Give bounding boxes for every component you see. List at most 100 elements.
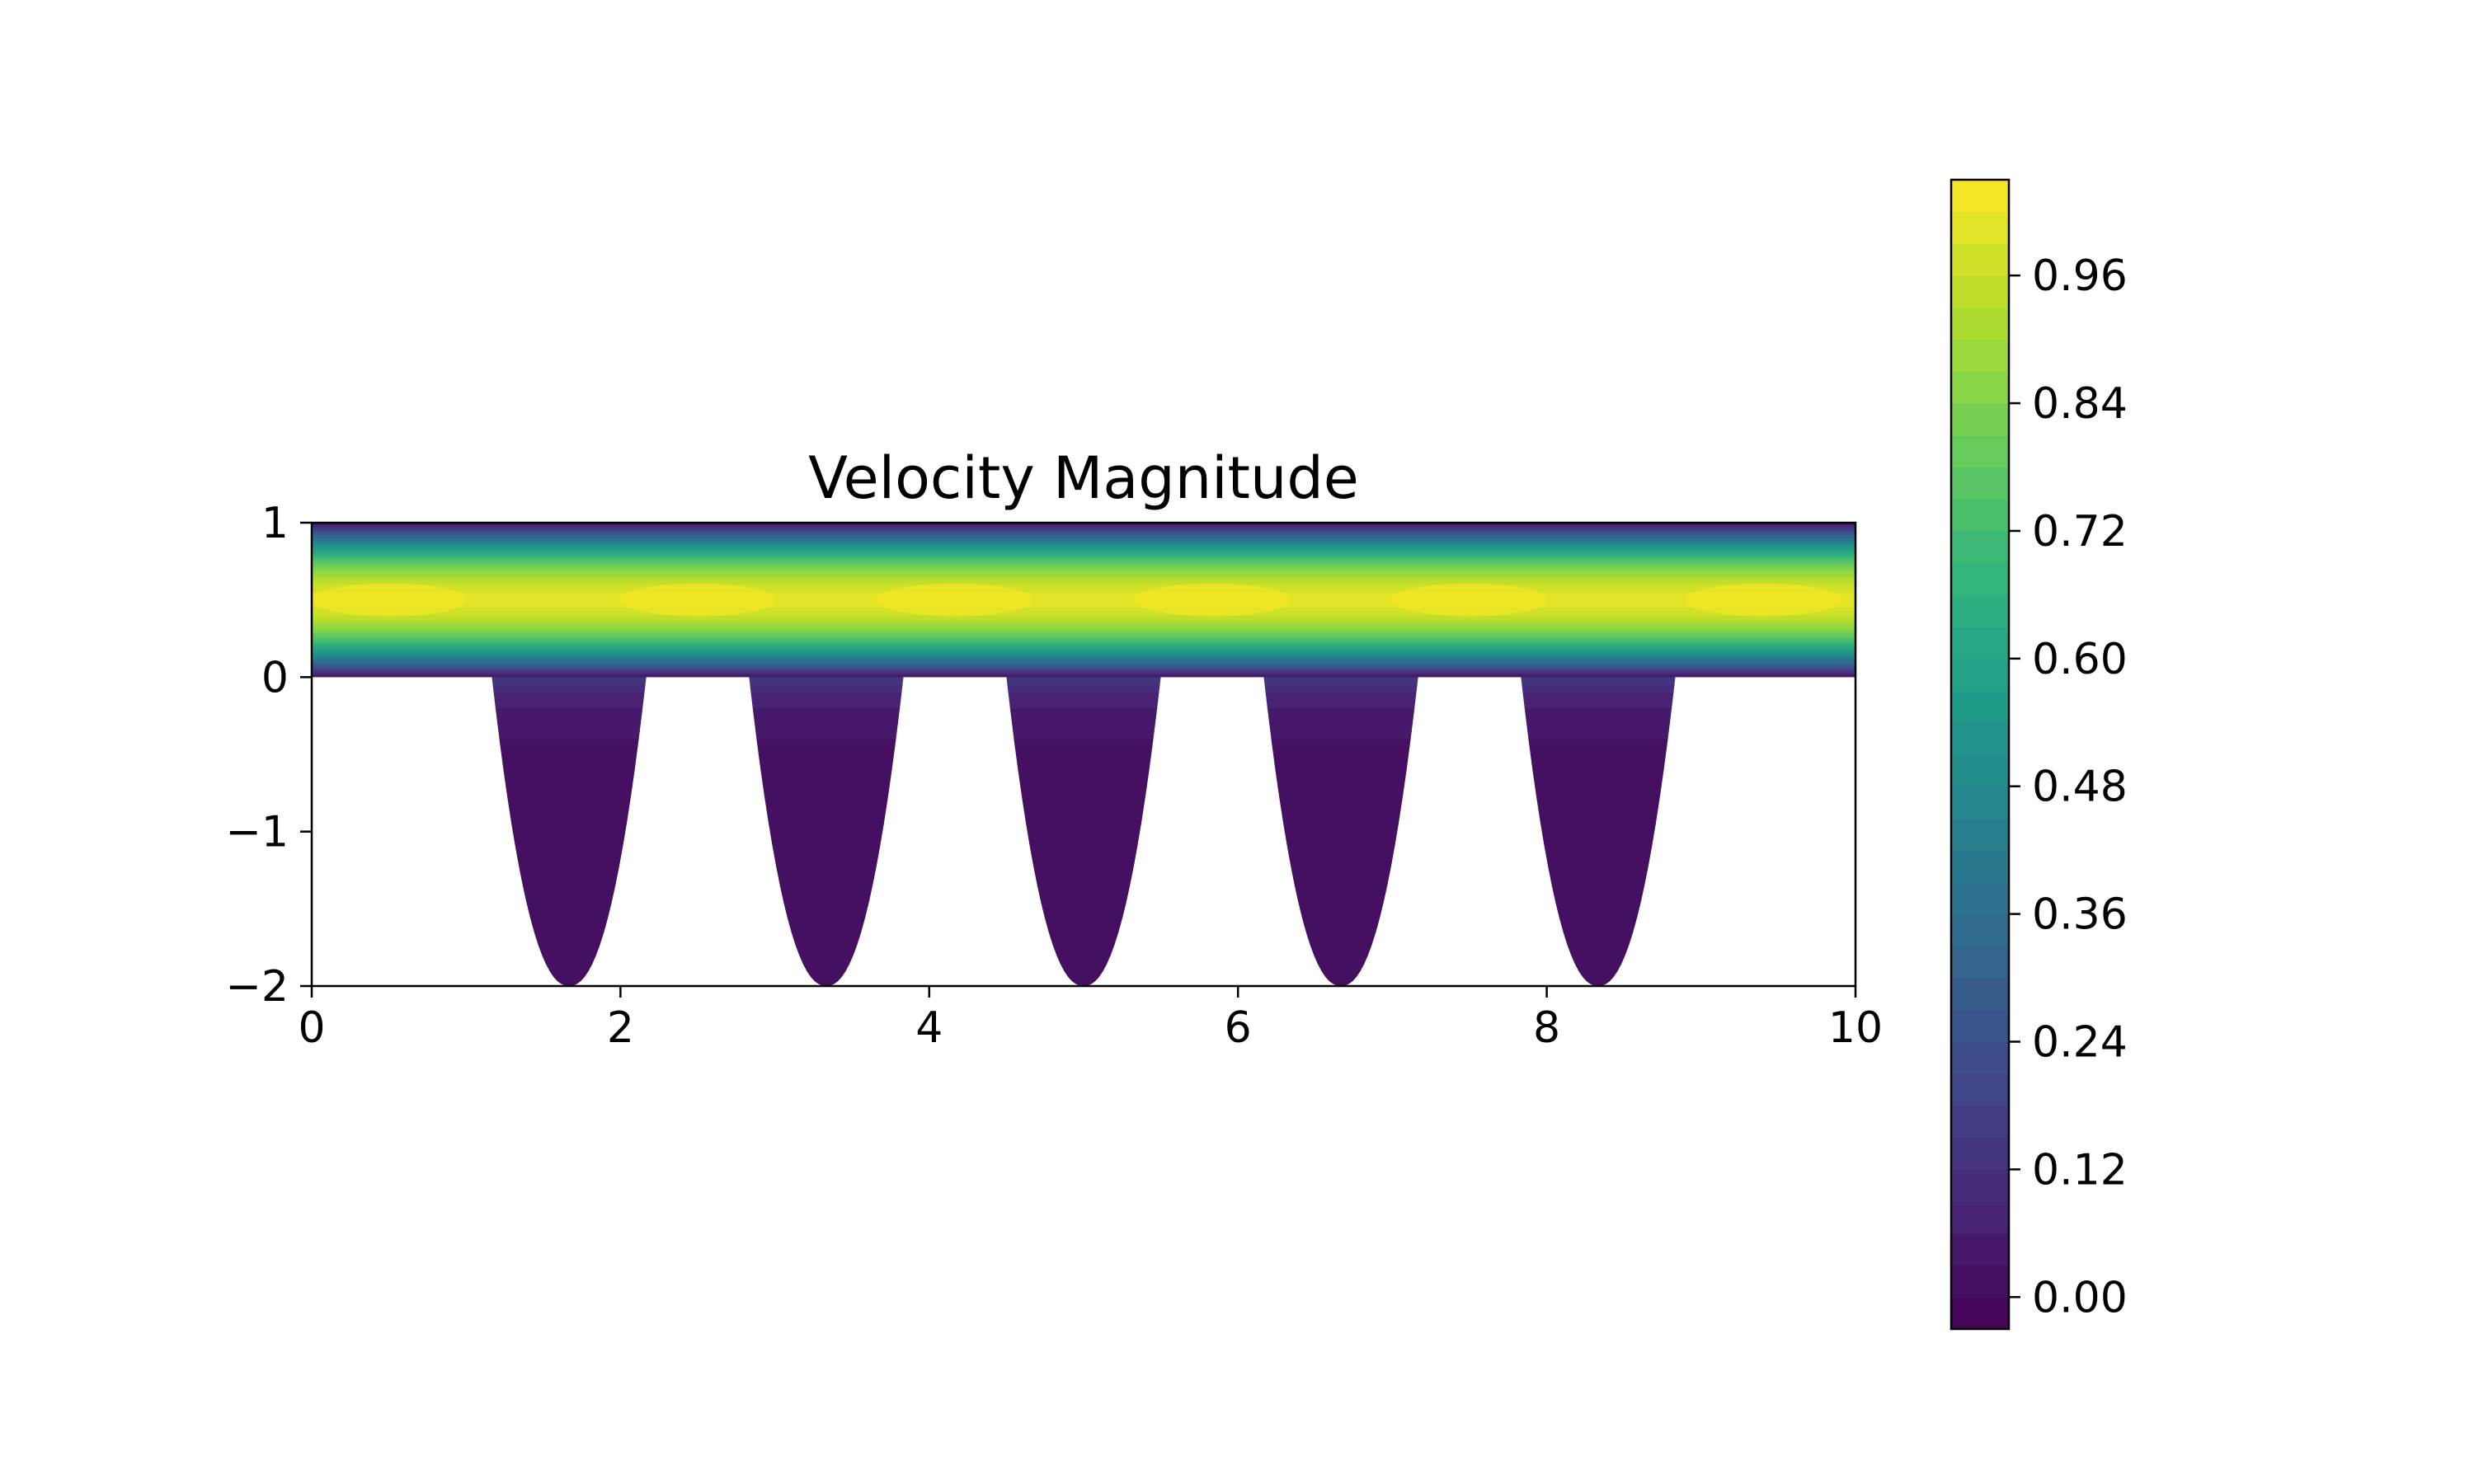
field-band [312,551,1856,555]
colorbar-tick-label: 0.00 [2032,1273,2128,1322]
field-band [312,579,1856,583]
colorbar-band [1951,690,2009,724]
field-band [312,608,1856,611]
field-band [312,815,1856,825]
colorbar-band [1951,403,2009,436]
colorbar-tick-label: 0.48 [2032,763,2128,812]
field-band [312,674,1856,679]
field-band [312,548,1856,552]
field-band [312,978,1856,986]
colorbar-tick-label: 0.72 [2032,507,2128,556]
field-highlight [1133,583,1291,617]
field-band [312,566,1856,570]
field-band [312,648,1856,652]
field-band [312,620,1856,624]
field-band [312,633,1856,637]
field-band [312,970,1856,979]
colorbar-band [1951,467,2009,500]
field-band [312,664,1856,668]
field-band [312,808,1856,817]
colorbar-band [1951,307,2009,340]
field-band [312,571,1856,575]
x-axis: 0 2 4 6 8 10 [298,986,1883,1053]
field-band [312,625,1856,629]
field-band [312,669,1856,673]
y-tick-label: −2 [225,962,289,1012]
field-band [312,610,1856,614]
field-band [312,556,1856,560]
field-band [312,530,1856,534]
field-band [312,700,1856,709]
field-highlight [619,583,776,617]
field-highlight [1684,583,1841,617]
field-band [312,677,1856,686]
colorbar-band [1951,211,2009,245]
field-band [312,523,1856,526]
field-band [312,947,1856,956]
plot-area [310,521,1857,988]
field-band [312,576,1856,580]
field-band [312,893,1856,902]
field-band [312,651,1856,655]
field-band [312,641,1856,645]
field-band [312,707,1856,716]
field-band [312,563,1856,567]
field-band [312,553,1856,557]
field-band [312,746,1856,755]
x-tick-label: 4 [915,1003,943,1053]
colorbar-bands [1951,180,2009,1330]
colorbar-band [1951,1105,2009,1139]
colorbar-band [1951,946,2009,979]
field-highlight [312,583,468,617]
x-tick-label: 6 [1225,1003,1252,1053]
field-band [312,533,1856,537]
colorbar-band [1951,434,2009,468]
colorbar-tick-label: 0.24 [2032,1018,2128,1068]
field-band [312,594,1856,599]
field-band [312,962,1856,972]
field-band [312,569,1856,573]
colorbar: 0.96 0.84 0.72 0.60 0.48 0.36 0.24 0.12 0.00 [1950,178,2128,1331]
colorbar-tick-label: 0.84 [2032,379,2128,429]
field-band [312,589,1856,594]
field-band [312,628,1856,632]
field-band [312,654,1856,658]
colorbar-ticks: 0.96 0.84 0.72 0.60 0.48 0.36 0.24 0.12 0.00 [2009,251,2128,1322]
field-band [312,716,1856,725]
chart-title: Velocity Magnitude [808,444,1359,512]
field-band [312,932,1856,941]
field-band [312,528,1856,532]
colorbar-band [1951,562,2009,596]
colorbar-band [1951,530,2009,564]
field-band [312,597,1856,601]
field-band [312,643,1856,647]
field-band [312,535,1856,539]
colorbar-band [1951,850,2009,883]
field-band [312,684,1856,693]
colorbar-band [1951,1169,2009,1202]
field-band [312,638,1856,642]
colorbar-tick-label: 0.36 [2032,890,2128,940]
colorbar-tick-label: 0.12 [2032,1145,2128,1195]
colorbar-band [1951,1009,2009,1043]
field-band [312,622,1856,627]
x-tick-label: 8 [1533,1003,1560,1053]
field-band [312,824,1856,833]
colorbar-frame [1950,178,2011,1331]
x-tick-label: 10 [1828,1003,1883,1053]
colorbar-band [1951,1265,2009,1298]
field-band [312,581,1856,585]
field-band [312,659,1856,663]
colorbar-band [1951,913,2009,947]
field-band [312,613,1856,617]
field-band [312,762,1856,771]
field-band [312,801,1856,810]
colorbar-band [1951,786,2009,819]
field-band [312,916,1856,925]
field-band [312,666,1856,670]
y-tick-label: 1 [261,499,289,548]
field-band [312,584,1856,588]
field-band [312,587,1856,590]
colorbar-band [1951,1073,2009,1106]
